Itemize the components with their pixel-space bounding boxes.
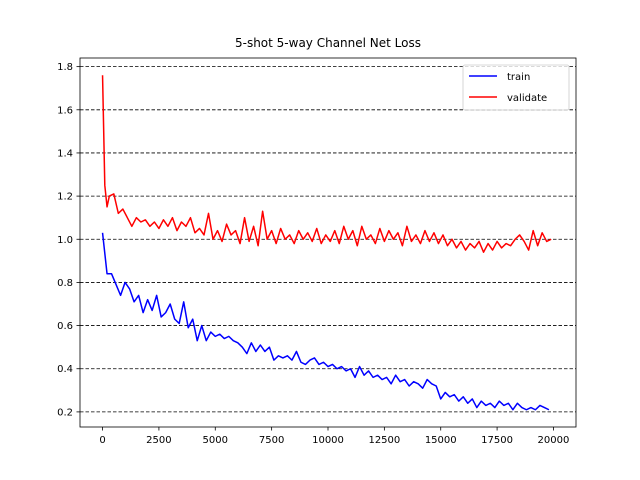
series-line-train (101, 232, 550, 411)
y-tick-label: 1.0 (57, 235, 73, 246)
x-tick-label: 2500 (146, 435, 171, 446)
x-tick-label: 20000 (538, 435, 570, 446)
y-tick-label: 0.8 (57, 278, 73, 289)
legend: train validate (462, 64, 570, 111)
y-tick-label: 0.4 (57, 364, 73, 375)
x-tick-label: 0 (99, 435, 105, 446)
axes: 0.2 0.4 0.6 0.8 1.0 1.2 1.4 1.6 1.8 0 2500 5000 7500… (57, 57, 577, 446)
y-tick-label: 0.6 (57, 321, 73, 332)
x-tick-label: 10000 (312, 435, 344, 446)
y-tick-label: 0.2 (57, 407, 73, 418)
x-tick-label: 15000 (425, 435, 457, 446)
series-lines (101, 75, 552, 411)
chart-title: 5-shot 5-way Channel Net Loss (235, 36, 421, 50)
x-tick-label: 7500 (259, 435, 284, 446)
y-tick-label: 1.4 (57, 148, 73, 159)
series-line-validate (101, 75, 552, 253)
legend-label-validate: validate (507, 93, 547, 104)
x-tick-label: 12500 (368, 435, 400, 446)
legend-label-train: train (507, 72, 530, 83)
y-tick-label: 1.6 (57, 105, 73, 116)
y-tick-label: 1.8 (57, 62, 73, 73)
x-tick-label: 5000 (203, 435, 228, 446)
x-tick-label: 17500 (481, 435, 513, 446)
y-tick-label: 1.2 (57, 192, 73, 203)
grid-lines (80, 66, 576, 413)
